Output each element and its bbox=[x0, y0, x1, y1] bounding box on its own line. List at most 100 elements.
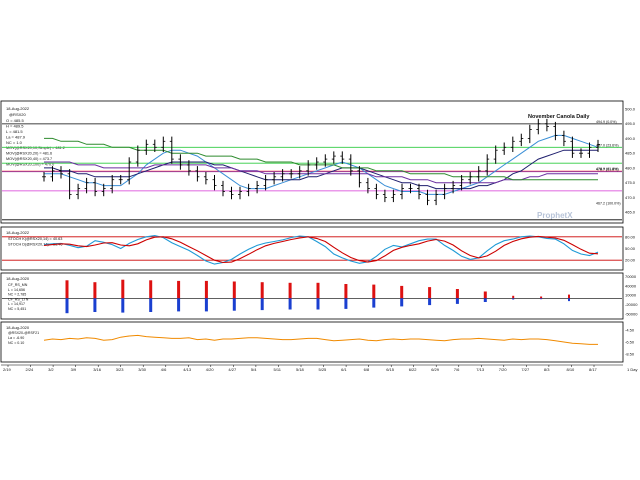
cot-legend-item: NC = 5,451 bbox=[8, 307, 26, 311]
cot-tick-label: -20000 bbox=[625, 302, 638, 307]
cot-short-bar bbox=[483, 298, 487, 302]
price-tick-label: 465.0 bbox=[625, 210, 636, 215]
x-tick-label: 7/6 bbox=[454, 367, 460, 372]
cot-short-bar bbox=[232, 298, 236, 311]
price-panel-frame bbox=[0, 100, 624, 224]
price-hline-label: 478.9 (61.8%) bbox=[596, 167, 619, 171]
x-tick-label: 6/22 bbox=[409, 367, 418, 372]
cot-short-bar bbox=[204, 298, 208, 312]
x-axis: 2/19 2/24 3/2 3/9 3/16 3/23 3/30 4/6 4/13 4/20 4/2… bbox=[1, 364, 637, 372]
x-tick-label: 3/2 bbox=[48, 367, 54, 372]
cot-long-bar bbox=[372, 284, 376, 299]
cot-legend-item: CF_RS_LTN bbox=[8, 297, 29, 301]
stoch-legend-item: STOCH K(@RSX20,14) = 40.63 bbox=[8, 237, 62, 241]
x-tick-label: 4/13 bbox=[183, 367, 192, 372]
price-ma-label: MOV(@RSX20,100) = 470.0 bbox=[6, 163, 54, 167]
cot-long-bar bbox=[455, 289, 459, 299]
cot-short-bar bbox=[316, 298, 320, 310]
cot-date-label: 18-Aug-2020 bbox=[6, 276, 30, 281]
cot-short-bar bbox=[540, 298, 543, 300]
price-hline-label: 494.9 (0.0%) bbox=[596, 120, 617, 124]
x-axis-interval-label: 1 Day bbox=[627, 367, 637, 372]
cot-short-bar bbox=[400, 298, 404, 307]
price-tick-label: 470.0 bbox=[625, 195, 636, 200]
cot-short-bar bbox=[512, 298, 515, 300]
cot-short-bar bbox=[428, 298, 432, 306]
cot-long-bar bbox=[568, 294, 570, 299]
cot-short-bar bbox=[65, 298, 69, 314]
stoch-K-line bbox=[43, 235, 599, 265]
spread-legend-item: NC = 0.10 bbox=[8, 341, 24, 345]
cot-long-bar bbox=[512, 295, 515, 299]
price-info-line: NC = 1.0 bbox=[6, 140, 23, 145]
cot-long-bar bbox=[93, 282, 97, 299]
price-ma-label: MOV(@RSX20,10,Simple) = 481.2 bbox=[6, 146, 65, 150]
stoch-tick-label: 80.00 bbox=[625, 234, 636, 239]
x-tick-label: 6/15 bbox=[386, 367, 395, 372]
x-tick-label: 6/8 bbox=[364, 367, 370, 372]
x-tick-label: 2/19 bbox=[3, 367, 12, 372]
x-tick-label: 3/30 bbox=[138, 367, 147, 372]
stoch-D-line bbox=[43, 235, 599, 264]
cot-long-bar bbox=[540, 296, 543, 299]
commitments-panel-frame bbox=[0, 272, 624, 320]
cot-short-bar bbox=[93, 298, 97, 312]
cot-long-bar bbox=[260, 282, 264, 299]
price-ma20-line bbox=[44, 149, 598, 190]
price-ma-label: MOV(@RSX20,40) = 473.7 bbox=[6, 157, 52, 161]
price-tick-label: 480.0 bbox=[625, 165, 636, 170]
x-tick-label: 8/17 bbox=[589, 367, 598, 372]
x-tick-label: 7/13 bbox=[476, 367, 485, 372]
cot-long-bar bbox=[65, 280, 69, 299]
cot-long-bar bbox=[428, 287, 432, 299]
stoch-tick-label: 50.00 bbox=[625, 246, 636, 251]
price-tick-label: 495.0 bbox=[625, 121, 636, 126]
x-tick-label: 6/29 bbox=[431, 367, 440, 372]
cot-long-bar bbox=[121, 279, 125, 299]
spread-tick-label: -4.50 bbox=[625, 328, 635, 333]
x-tick-label: 4/6 bbox=[161, 367, 167, 372]
stochastics-panel: 18-Aug-2022 STOCH K(@RSX20,14) = 40.63 ST… bbox=[0, 226, 636, 271]
price-ma-label: MOV(@RSX20,20) = 481.6 bbox=[6, 152, 52, 156]
spread-legend-item: La = -6.90 bbox=[8, 336, 24, 340]
cot-short-bar bbox=[121, 298, 125, 313]
x-tick-label: 4/20 bbox=[206, 367, 215, 372]
stochastics-panel-frame bbox=[0, 226, 624, 271]
x-tick-label: 5/11 bbox=[274, 367, 282, 372]
cot-long-bar bbox=[483, 291, 487, 299]
cot-tick-label: -50000 bbox=[625, 311, 638, 316]
x-tick-label: 6/1 bbox=[341, 367, 347, 372]
price-ma100-line bbox=[44, 137, 598, 181]
price-info-line: H = 489.5 bbox=[6, 124, 24, 129]
cot-long-bar bbox=[177, 280, 181, 299]
x-tick-label: 7/20 bbox=[499, 367, 508, 372]
stoch-tick-label: 20.00 bbox=[625, 258, 636, 263]
x-tick-label: 5/4 bbox=[251, 367, 257, 372]
cot-short-bar bbox=[568, 298, 570, 302]
x-tick-label: 3/9 bbox=[71, 367, 77, 372]
prophetx-watermark: ProphetX bbox=[537, 211, 573, 220]
price-date-label: 18-Aug-2022 bbox=[6, 106, 30, 111]
cot-short-bar bbox=[344, 298, 348, 309]
cot-short-bar bbox=[288, 298, 292, 310]
x-tick-label: 7/27 bbox=[521, 367, 530, 372]
cot-legend-item: NC = 2,785 bbox=[8, 293, 26, 297]
price-hline-label: 467.2 (100.0%) bbox=[596, 202, 621, 206]
cot-tick-label: 10000 bbox=[625, 293, 637, 298]
spread-tick-label: -6.50 bbox=[625, 340, 635, 345]
cot-long-bar bbox=[288, 282, 292, 299]
cot-long-bar bbox=[316, 282, 320, 299]
cot-legend-item: L = 14,656 bbox=[8, 288, 25, 292]
cot-short-bar bbox=[149, 298, 153, 312]
cot-long-bar bbox=[400, 285, 404, 299]
cot-short-bar bbox=[177, 298, 181, 312]
x-tick-label: 3/16 bbox=[93, 367, 102, 372]
price-hline-label: 487.0 (23.6%) bbox=[596, 143, 619, 147]
cot-legend-item: CF_RS_MN bbox=[8, 283, 28, 287]
price-info-line: O = 485.5 bbox=[6, 118, 24, 123]
cot-short-bar bbox=[260, 298, 264, 311]
x-tick-label: 2/24 bbox=[26, 367, 35, 372]
price-panel: November Canola Daily 18-Aug-2022 @RSX20… bbox=[0, 100, 636, 224]
